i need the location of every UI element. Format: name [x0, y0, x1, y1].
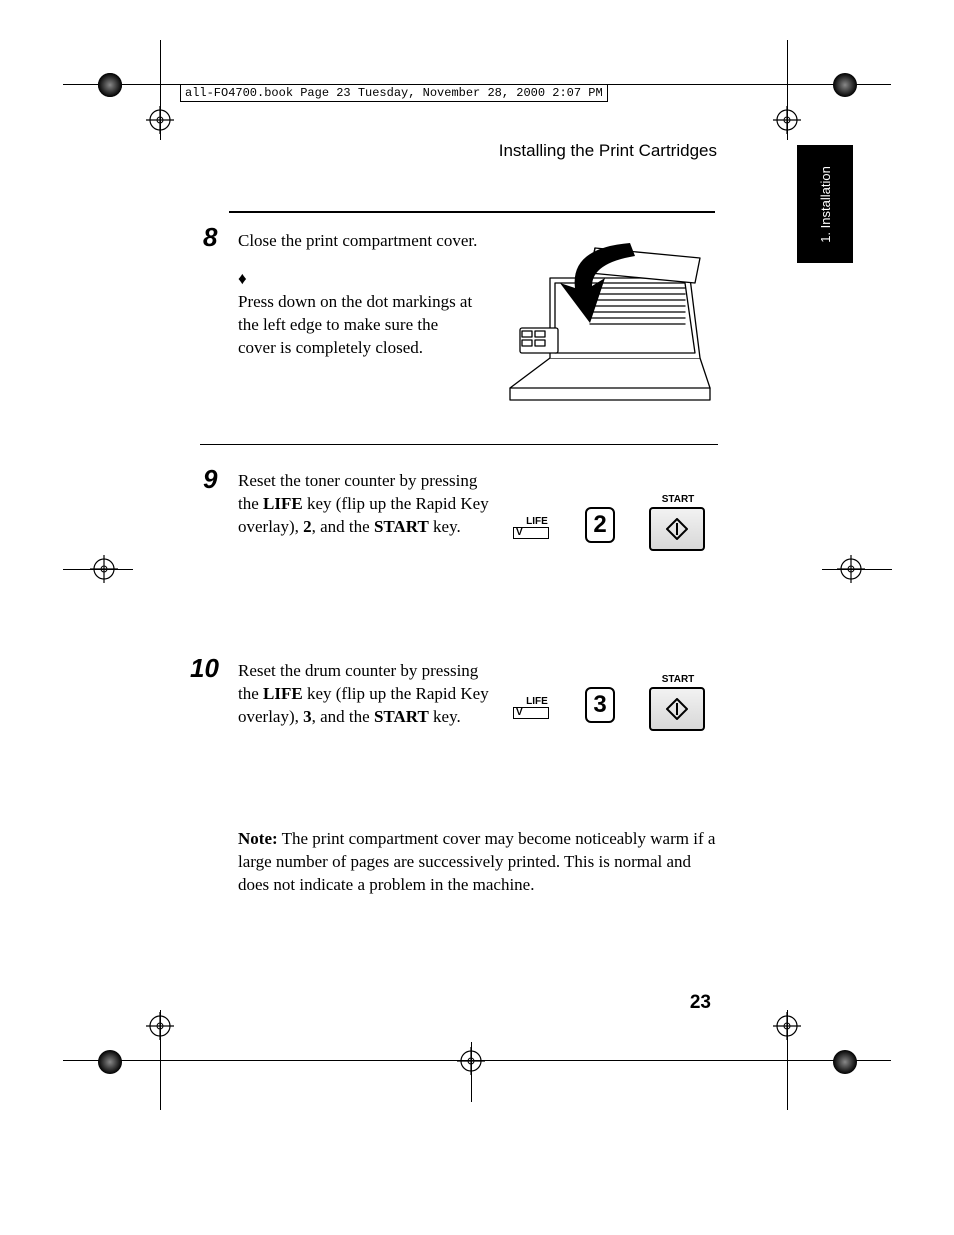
start-key-label: START: [649, 674, 707, 685]
step-8-bullet-text: Press down on the dot markings at the le…: [238, 291, 478, 360]
step-9-text: Reset the toner counter by pressing the …: [238, 470, 498, 539]
start-key: START: [649, 674, 707, 731]
step-10-text: Reset the drum counter by pressing the L…: [238, 660, 498, 729]
divider-mid: [200, 444, 718, 445]
step-number-8: 8: [203, 222, 217, 253]
digit-key-2: 2: [585, 507, 615, 543]
crop-line-mid-bottom: [471, 1042, 472, 1102]
register-mark-icon: [773, 106, 801, 134]
chapter-tab-label: 1. Installation: [818, 166, 833, 243]
step-8-bullet: ♦ Press down on the dot markings at the …: [238, 268, 498, 360]
start-diamond-icon: [666, 518, 688, 540]
crop-line-mid-left: [63, 569, 133, 570]
step-number-10: 10: [190, 653, 219, 684]
life-key: LIFE V: [513, 516, 561, 539]
digit-key-3: 3: [585, 687, 615, 723]
note-paragraph: Note: The print compartment cover may be…: [238, 828, 724, 897]
register-mark-icon: [146, 106, 174, 134]
bullet-icon: ♦: [238, 268, 256, 291]
start-key-box: [649, 687, 705, 731]
register-mark-icon: [773, 1012, 801, 1040]
register-mark-icon: [146, 1012, 174, 1040]
corner-dot-tl: [97, 72, 123, 98]
start-diamond-icon: [666, 698, 688, 720]
corner-dot-br: [832, 1049, 858, 1075]
crop-line-mid-right: [822, 569, 892, 570]
start-key-label: START: [649, 494, 707, 505]
corner-dot-bl: [97, 1049, 123, 1075]
life-key: LIFE V: [513, 696, 561, 719]
page-number: 23: [690, 992, 711, 1014]
note-body: The print compartment cover may become n…: [238, 829, 715, 894]
life-key-label: LIFE: [513, 516, 561, 527]
key-sequence-step-9: LIFE V 2 START: [513, 494, 723, 554]
step-number-9: 9: [203, 464, 217, 495]
printer-illustration: [500, 228, 720, 416]
divider-top: [229, 211, 715, 213]
life-key-sub: V: [513, 527, 549, 539]
life-key-label: LIFE: [513, 696, 561, 707]
chapter-tab: 1. Installation: [797, 145, 853, 263]
life-key-sub: V: [513, 707, 549, 719]
start-key: START: [649, 494, 707, 551]
step-8-text: Close the print compartment cover.: [238, 230, 498, 253]
key-sequence-step-10: LIFE V 3 START: [513, 674, 723, 734]
start-key-box: [649, 507, 705, 551]
corner-dot-tr: [832, 72, 858, 98]
section-title: Installing the Print Cartridges: [499, 141, 717, 161]
file-path-header: all-FO4700.book Page 23 Tuesday, Novembe…: [180, 84, 608, 102]
note-label: Note:: [238, 829, 278, 848]
